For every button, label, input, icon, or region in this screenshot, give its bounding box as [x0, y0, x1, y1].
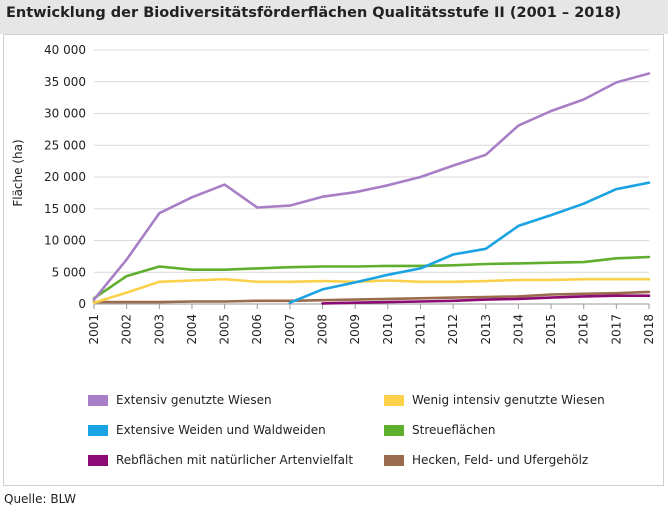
x-tick-label-2009: 2009: [348, 314, 362, 345]
legend-swatch-5: [384, 455, 404, 466]
x-tick-label-2006: 2006: [250, 314, 264, 345]
x-tick-label-2018: 2018: [642, 314, 656, 345]
x-tick-label-2001: 2001: [87, 314, 101, 345]
x-tick-label-2014: 2014: [511, 314, 525, 345]
y-tick-label-10000: 10 000: [44, 234, 86, 248]
y-tick-label-25000: 25 000: [44, 138, 86, 152]
legend-swatch-2: [88, 425, 108, 436]
x-tick-label-2007: 2007: [283, 314, 297, 345]
x-tick-label-2017: 2017: [609, 314, 623, 345]
y-tick-label-20000: 20 000: [44, 170, 86, 184]
y-tick-label-30000: 30 000: [44, 107, 86, 121]
series-line-2: [288, 181, 651, 305]
legend-label-0: Extensiv genutzte Wiesen: [116, 393, 272, 407]
y-tick-label-5000: 5 000: [52, 265, 86, 279]
chart-title: Entwicklung der Biodiversitätsförderfläc…: [0, 0, 668, 34]
y-tick-label-35000: 35 000: [44, 75, 86, 89]
legend-label-2: Extensive Weiden und Waldweiden: [116, 423, 326, 437]
legend-label-4: Rebflächen mit natürlicher Artenvielfalt: [116, 453, 354, 467]
x-tick-label-2002: 2002: [120, 314, 134, 345]
y-tick-label-40000: 40 000: [44, 43, 86, 57]
series-line-5: [92, 290, 651, 304]
y-tick-label-15000: 15 000: [44, 202, 86, 216]
x-tick-label-2003: 2003: [152, 314, 166, 345]
x-tick-label-2015: 2015: [544, 314, 558, 345]
series-line-3: [92, 255, 651, 300]
series-line-0: [92, 72, 651, 301]
x-tick-label-2004: 2004: [185, 314, 199, 345]
legend-label-5: Hecken, Feld- und Ufergehölz: [412, 453, 589, 467]
series-line-4: [321, 294, 651, 305]
legend-swatch-4: [88, 455, 108, 466]
x-tick-label-2005: 2005: [218, 314, 232, 345]
legend-label-3: Streueflächen: [412, 423, 496, 437]
y-tick-label-0: 0: [78, 297, 86, 311]
x-tick-label-2013: 2013: [479, 314, 493, 345]
legend-swatch-1: [384, 395, 404, 406]
line-chart: 2001 2002 2003 2004 2005 2006 2007 2008 2009 2010…: [11, 43, 656, 345]
x-tick-label-2008: 2008: [316, 314, 330, 345]
y-axis-label: Fläche (ha): [11, 139, 25, 206]
x-tick-label-2016: 2016: [577, 314, 591, 345]
x-tick-label-2010: 2010: [381, 314, 395, 345]
source-note: Quelle: BLW: [4, 492, 77, 506]
x-tick-label-2011: 2011: [413, 314, 427, 345]
legend-swatch-3: [384, 425, 404, 436]
series-line-1: [92, 277, 651, 305]
legend-swatch-0: [88, 395, 108, 406]
chart-frame: [3, 34, 664, 486]
legend-label-1: Wenig intensiv genutzte Wiesen: [412, 393, 605, 407]
x-tick-label-2012: 2012: [446, 314, 460, 345]
